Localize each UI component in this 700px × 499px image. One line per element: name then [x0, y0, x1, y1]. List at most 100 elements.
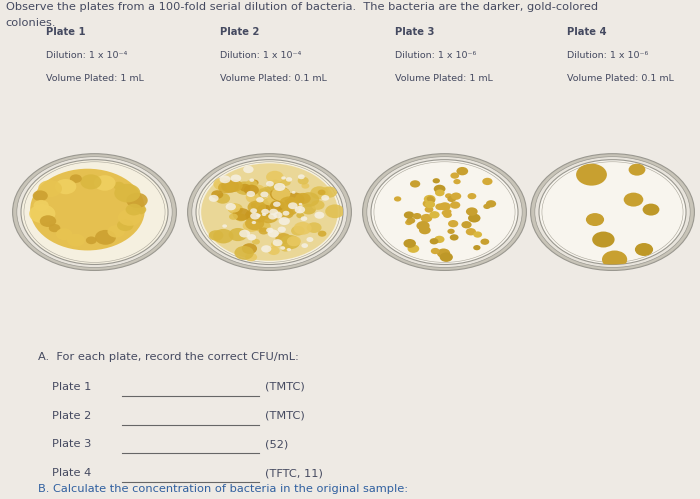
Circle shape: [235, 214, 246, 222]
Circle shape: [258, 188, 270, 197]
Circle shape: [429, 211, 440, 219]
Circle shape: [468, 193, 476, 199]
Circle shape: [599, 292, 619, 306]
Circle shape: [307, 223, 321, 233]
Circle shape: [267, 193, 286, 206]
Circle shape: [295, 206, 305, 214]
Circle shape: [486, 200, 496, 208]
Circle shape: [80, 174, 101, 190]
Circle shape: [447, 196, 456, 202]
Text: B. Calculate the concentration of bacteria in the original sample:: B. Calculate the concentration of bacter…: [38, 484, 409, 494]
Circle shape: [616, 272, 637, 287]
Text: Plate 4: Plate 4: [567, 27, 607, 37]
Text: Plate 4: Plate 4: [52, 468, 92, 478]
Circle shape: [256, 214, 261, 217]
Circle shape: [17, 157, 172, 267]
Circle shape: [539, 160, 686, 264]
Circle shape: [255, 194, 265, 200]
Circle shape: [261, 245, 272, 252]
Circle shape: [266, 171, 284, 183]
Circle shape: [450, 173, 459, 179]
Text: A.  For each plate, record the correct CFU/mL:: A. For each plate, record the correct CF…: [38, 352, 300, 362]
Circle shape: [468, 214, 480, 223]
Circle shape: [86, 237, 97, 244]
Circle shape: [250, 180, 258, 186]
Circle shape: [246, 191, 255, 197]
Circle shape: [220, 176, 230, 183]
Circle shape: [247, 234, 256, 241]
Circle shape: [624, 193, 643, 207]
Circle shape: [428, 198, 435, 203]
Text: Plate 1: Plate 1: [46, 27, 85, 37]
Circle shape: [270, 201, 285, 211]
Circle shape: [586, 213, 604, 226]
Circle shape: [403, 239, 416, 248]
Circle shape: [33, 191, 48, 201]
Circle shape: [307, 237, 314, 242]
Circle shape: [298, 174, 304, 179]
Circle shape: [230, 175, 241, 182]
Circle shape: [473, 245, 480, 250]
Circle shape: [252, 239, 260, 245]
Circle shape: [416, 221, 430, 231]
Circle shape: [292, 191, 295, 194]
Text: Volume Plated: 0.1 mL: Volume Plated: 0.1 mL: [220, 74, 328, 83]
Circle shape: [277, 227, 286, 233]
Circle shape: [243, 166, 253, 173]
Circle shape: [132, 205, 146, 215]
Circle shape: [419, 226, 430, 235]
Circle shape: [230, 206, 243, 215]
Circle shape: [439, 202, 451, 211]
Circle shape: [404, 212, 414, 219]
Circle shape: [281, 245, 290, 251]
Text: Plate 1: Plate 1: [52, 382, 92, 392]
Circle shape: [251, 201, 264, 210]
Text: (52): (52): [265, 439, 288, 449]
Circle shape: [421, 214, 433, 222]
Circle shape: [284, 193, 304, 207]
Circle shape: [454, 179, 461, 184]
Circle shape: [213, 229, 234, 244]
Circle shape: [256, 202, 264, 208]
Circle shape: [67, 234, 85, 247]
Circle shape: [426, 196, 434, 202]
Text: Dilution: 1 x 10⁻⁴: Dilution: 1 x 10⁻⁴: [220, 51, 302, 60]
Circle shape: [407, 218, 415, 224]
Circle shape: [450, 202, 461, 209]
Circle shape: [29, 205, 55, 223]
Circle shape: [244, 185, 259, 196]
Circle shape: [602, 250, 627, 268]
Circle shape: [256, 197, 264, 203]
Circle shape: [262, 213, 266, 216]
Circle shape: [227, 203, 240, 213]
Text: colonies.: colonies.: [6, 18, 56, 28]
Circle shape: [249, 211, 266, 223]
Circle shape: [279, 208, 294, 219]
Circle shape: [30, 169, 145, 250]
Circle shape: [407, 245, 419, 253]
Circle shape: [229, 228, 247, 241]
Circle shape: [239, 230, 250, 238]
Circle shape: [265, 210, 274, 216]
Circle shape: [270, 187, 290, 201]
Circle shape: [311, 200, 325, 210]
Circle shape: [258, 210, 270, 218]
Circle shape: [318, 190, 326, 195]
Circle shape: [255, 205, 275, 220]
Circle shape: [430, 248, 440, 254]
Circle shape: [268, 213, 277, 220]
Circle shape: [267, 180, 284, 191]
Circle shape: [263, 208, 275, 216]
Circle shape: [437, 249, 450, 258]
Text: (TMTC): (TMTC): [265, 382, 304, 392]
Circle shape: [321, 187, 337, 198]
Circle shape: [228, 204, 243, 214]
Circle shape: [363, 154, 526, 270]
Circle shape: [56, 229, 72, 240]
Circle shape: [423, 200, 435, 208]
Circle shape: [318, 231, 326, 237]
Circle shape: [126, 193, 148, 208]
Circle shape: [234, 246, 254, 260]
Circle shape: [482, 178, 493, 185]
Circle shape: [261, 209, 269, 215]
